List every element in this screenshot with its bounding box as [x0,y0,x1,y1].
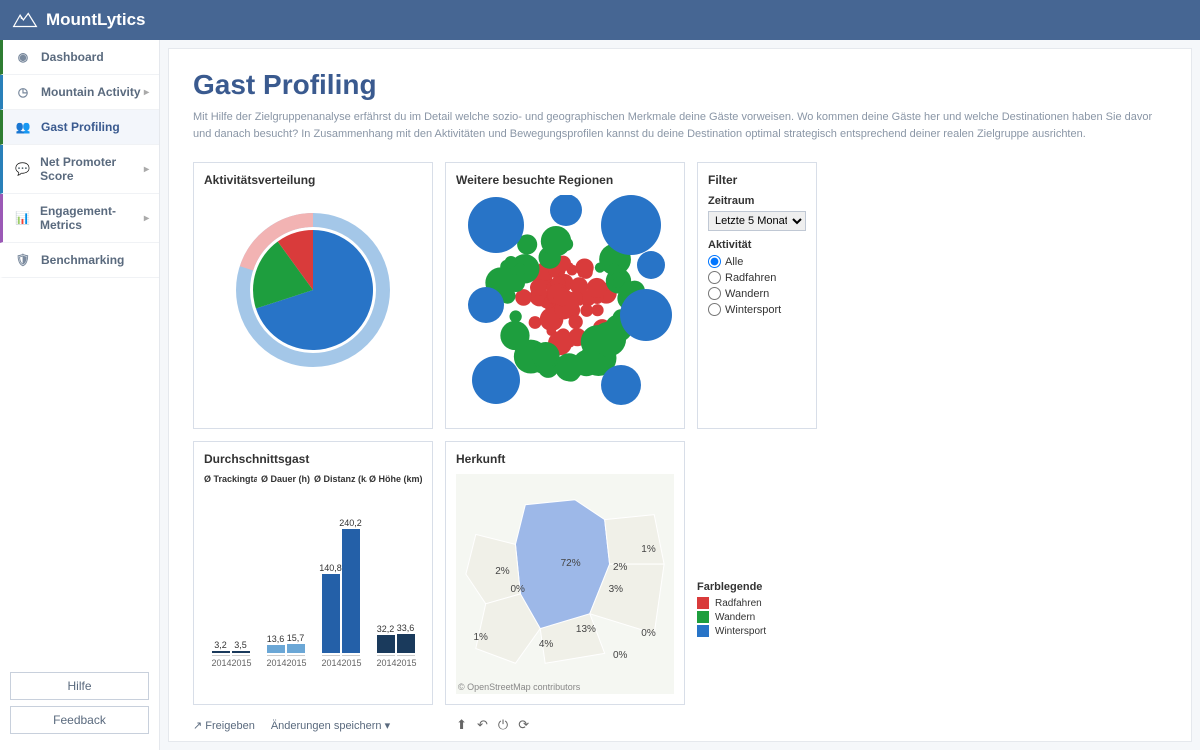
radio-radfahren[interactable]: Radfahren [708,271,806,284]
legend-item-wandern: Wandern [697,611,817,623]
map-label: 13% [576,624,596,635]
panel-bars-title: Durchschnittsgast [204,452,422,466]
map-label: 2% [495,566,509,577]
chevron-right-icon: ▸ [144,213,149,224]
chevron-right-icon: ▸ [144,87,149,98]
content: Gast Profiling Mit Hilfe der Zielgruppen… [168,48,1192,742]
bar-chart-icon: 📊 [15,211,30,225]
radio-wintersport[interactable]: Wintersport [708,303,806,316]
nav: ◉Dashboard◷Mountain Activity▸👥Gast Profi… [0,40,159,662]
panel-legend: Farblegende Radfahren Wandern Wintersport [697,441,817,705]
map-label: 1% [473,632,487,643]
sidebar-item-net-promoter-score[interactable]: 💬 Net Promoter Score▸ [0,145,159,194]
undo-icon[interactable]: ↶ [477,717,488,733]
topbar: MountLytics [0,0,1200,40]
legend-item-wintersport: Wintersport [697,625,817,637]
brand-text: MountLytics [46,10,145,30]
map-svg [456,474,674,694]
legend-item-radfahren: Radfahren [697,597,817,609]
users-icon: 👥 [15,120,31,134]
radio-alle[interactable]: Alle [708,255,806,268]
zeitraum-select[interactable]: Letzte 5 Monate [708,211,806,231]
panel-bubbles-title: Weitere besuchte Regionen [456,173,674,187]
nav-label: Net Promoter Score [40,155,147,183]
bubble-chart [456,195,676,415]
page-title: Gast Profiling [193,69,1167,101]
refresh-icon[interactable]: ⟳ [518,717,529,733]
export-icon[interactable]: ⬆ [456,717,467,733]
map-label: 0% [641,628,655,639]
map-label: 0% [511,584,525,595]
panel-map-title: Herkunft [456,452,674,466]
sidebar-item-engagement-metrics[interactable]: 📊 Engagement-Metrics▸ [0,194,159,243]
mountain-icon [12,10,38,30]
nav-label: Gast Profiling [41,120,120,134]
comment-icon: 💬 [15,162,30,176]
shield-icon: 🛡 [15,253,31,267]
page-actions: ↗ Freigeben Änderungen speichern ▾ ⬆ ↶ ⏻… [193,717,1167,733]
clock-icon: ◷ [15,85,31,99]
map-label: 4% [539,639,553,650]
radio-wandern[interactable]: Wandern [708,287,806,300]
panel-pie: Aktivitätsverteilung [193,162,433,429]
hilfe-button[interactable]: Hilfe [10,672,149,700]
power-icon[interactable]: ⏻ [498,717,508,733]
chevron-right-icon: ▸ [144,164,149,175]
map-label: 0% [613,650,627,661]
map-label: 3% [609,584,623,595]
panel-bars: Durchschnittsgast Ø Trackingta...Ø Dauer… [193,441,433,705]
sidebar: ◉Dashboard◷Mountain Activity▸👥Gast Profi… [0,40,160,750]
legend-title: Farblegende [697,581,817,593]
panel-filter-title: Filter [708,173,806,187]
feedback-button[interactable]: Feedback [10,706,149,734]
panel-filter: Filter Zeitraum Letzte 5 Monate Aktivitä… [697,162,817,429]
sidebar-item-gast-profiling[interactable]: 👥 Gast Profiling [0,110,159,145]
map-label: 2% [613,562,627,573]
pie-chart [228,205,398,375]
map-label: 72% [561,558,581,569]
origin-map: © OpenStreetMap contributors 72%2%0%1%4%… [456,474,674,694]
aktivitaet-label: Aktivität [708,239,806,251]
panel-pie-title: Aktivitätsverteilung [204,173,422,187]
nav-label: Engagement-Metrics [40,204,147,232]
panel-bubbles: Weitere besuchte Regionen [445,162,685,429]
sidebar-item-benchmarking[interactable]: 🛡 Benchmarking [0,243,159,278]
freigeben-link[interactable]: ↗ Freigeben [193,719,255,732]
sidebar-item-mountain-activity[interactable]: ◷ Mountain Activity▸ [0,75,159,110]
map-label: 1% [641,544,655,555]
brand-logo[interactable]: MountLytics [12,10,145,30]
nav-label: Dashboard [41,50,104,64]
dashboard-icon: ◉ [15,50,31,64]
panel-map: Herkunft © OpenStreetMap contributors 72… [445,441,685,705]
map-attribution: © OpenStreetMap contributors [458,682,580,692]
nav-label: Mountain Activity [41,85,141,99]
sidebar-item-dashboard[interactable]: ◉ Dashboard [0,40,159,75]
nav-label: Benchmarking [41,253,124,267]
save-changes-link[interactable]: Änderungen speichern ▾ [271,719,390,732]
page-description: Mit Hilfe der Zielgruppenanalyse erfährs… [193,109,1167,142]
zeitraum-label: Zeitraum [708,195,806,207]
